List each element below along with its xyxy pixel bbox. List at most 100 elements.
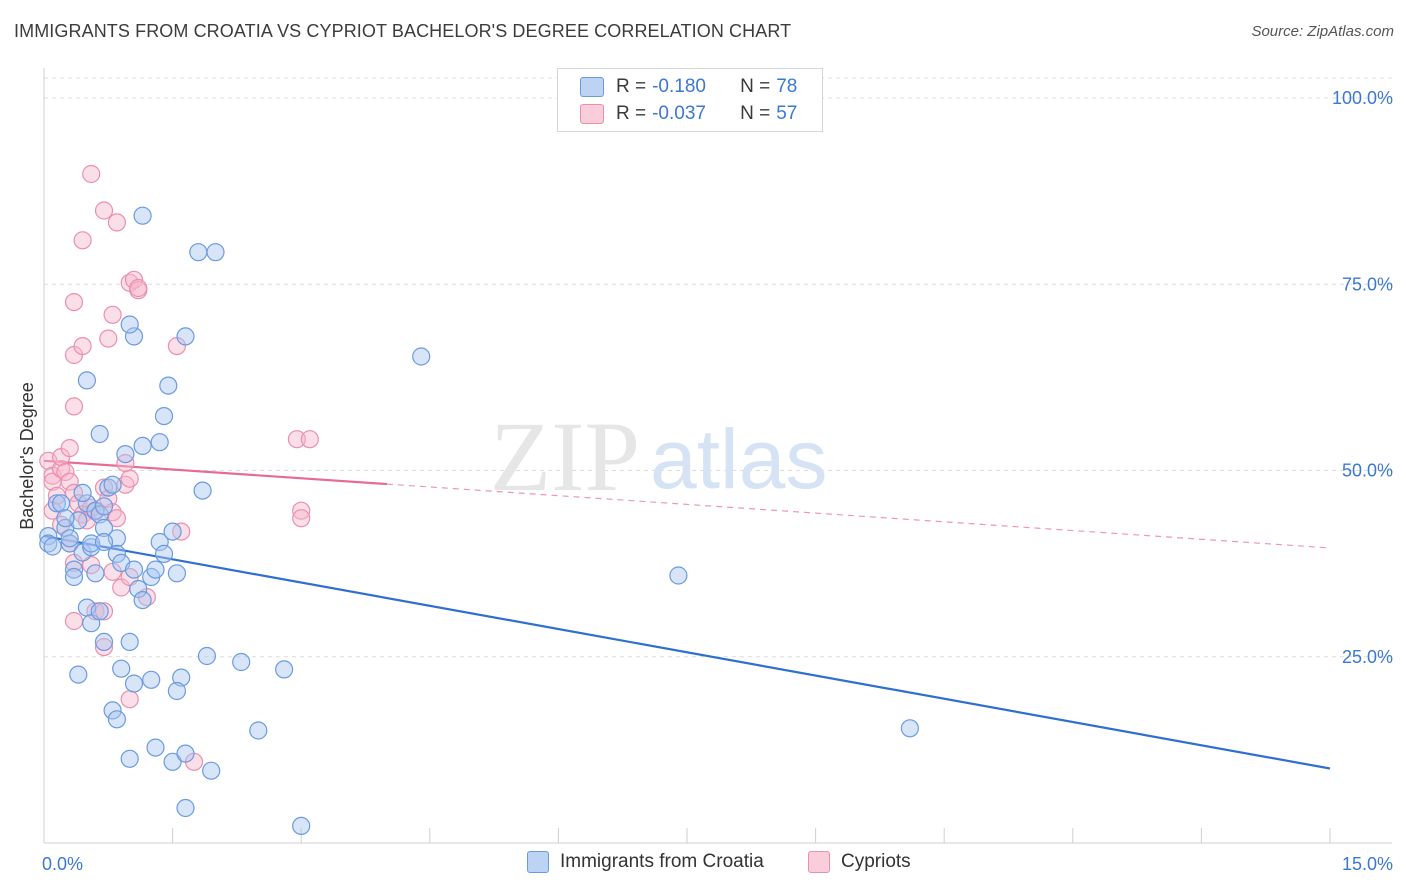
croatia-point [90,424,109,444]
croatia-trend-line-solid [43,534,1331,770]
croatia-point [94,632,114,652]
croatia-point [189,243,208,262]
croatia-point [47,494,67,513]
croatia-point [176,744,195,763]
cypriots-point [60,439,79,458]
y-tick-labels: 25.0% 50.0% 75.0% 100.0% [1332,88,1393,667]
cypriots-point [56,462,75,482]
croatia-point [124,674,144,693]
cypriots-point [82,555,101,575]
y-tick-label: 25.0% [1342,647,1393,667]
correlation-legend: R = -0.180 N = 78 R = -0.037 N = 57 [557,68,823,132]
croatia-point [112,659,131,678]
cypriots-point [103,305,122,324]
cypriots-point [99,329,118,348]
croatia-point [120,632,139,652]
legend-swatch-cypriots [580,104,604,124]
croatia-point [116,445,135,464]
croatia-points [39,206,920,836]
croatia-point [51,494,71,513]
y-tick-label: 100.0% [1332,88,1393,108]
legend-row-croatia: R = -0.180 N = 78 [580,74,797,100]
legend-row-cypriots: R = -0.037 N = 57 [580,101,797,127]
legend-label-cypriots: Cypriots [841,851,911,872]
x-tick-labels: 0.0% 15.0% [42,854,1393,874]
cypriots-point [120,690,139,709]
cypriots-point [129,278,148,298]
croatia-point [64,560,84,579]
croatia-point [197,646,216,666]
x-tick-label: 0.0% [42,854,83,874]
legend-swatch-cypriots [808,851,830,873]
cypriots-point [107,213,127,232]
series-legend: Immigrants from Croatia Cypriots [0,851,1406,877]
croatia-point [146,738,165,757]
cypriots-point [64,293,84,312]
croatia-point [124,327,144,346]
y-tick-label: 75.0% [1342,274,1393,294]
croatia-point [292,816,311,836]
croatia-point [133,436,152,455]
legend-n-value: 78 [776,76,798,97]
croatia-point [56,509,75,528]
source-label: Source: ZipAtlas.com [1251,23,1394,40]
legend-n-label: N = [740,76,771,97]
croatia-point [142,670,161,689]
legend-n-label: N = [740,103,771,124]
croatia-point [669,566,688,585]
croatia-point [249,721,268,740]
croatia-point [60,529,79,548]
croatia-point [159,376,178,395]
y-tick-label: 50.0% [1342,461,1393,481]
croatia-point [103,475,122,494]
croatia-point [124,560,144,579]
croatia-point [94,532,114,552]
croatia-point [120,749,139,768]
watermark-atlas: atlas [650,412,827,506]
chart-title: IMMIGRANTS FROM CROATIA VS CYPRIOT BACHE… [14,21,792,41]
croatia-point [60,534,79,553]
legend-r-value: -0.037 [652,103,706,124]
croatia-point [107,544,127,564]
croatia-point [39,526,58,546]
croatia-point [232,652,251,672]
legend-label-croatia: Immigrants from Croatia [560,851,764,872]
croatia-point [129,579,148,599]
croatia-point [206,243,225,262]
croatia-point [150,433,169,452]
croatia-point [150,532,169,552]
cypriots-point [107,509,127,528]
croatia-point [90,505,109,524]
cypriots-point [300,430,319,449]
y-axis-label: Bachelor's Degree [17,382,37,530]
croatia-trend [43,534,1331,770]
cypriots-point [64,397,84,416]
cypriots-point [292,509,311,528]
croatia-point [167,681,186,701]
cypriots-point [64,611,84,631]
cypriots-point [73,337,92,356]
croatia-point [900,719,920,738]
croatia-point [64,567,84,587]
croatia-point [163,752,182,771]
cypriots-points [39,164,319,771]
cypriots-trend [43,459,1331,549]
croatia-point [146,560,165,579]
croatia-point [94,497,114,516]
legend-item-croatia[interactable]: Immigrants from Croatia [527,851,764,873]
croatia-point [43,537,62,556]
croatia-point [103,701,122,720]
legend-swatch-croatia [527,851,549,873]
legend-r-label: R = [616,103,647,124]
cypriots-trend-line-dashed [386,483,1331,549]
croatia-point [107,710,127,729]
legend-n-value: 57 [776,103,798,124]
cypriots-point [94,201,114,220]
grid-lines [44,77,1392,658]
legend-item-cypriots[interactable]: Cypriots [808,851,911,873]
legend-swatch-croatia [580,77,604,97]
axes [43,68,1392,844]
croatia-point [133,206,152,225]
croatia-point [163,522,182,541]
